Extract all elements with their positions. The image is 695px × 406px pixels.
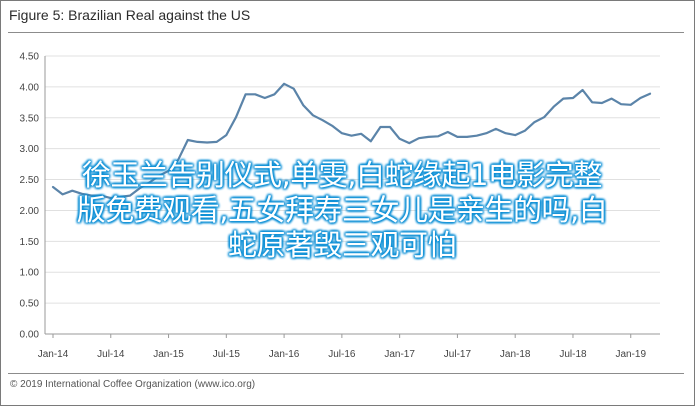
y-tick-label: 2.50 <box>20 175 40 186</box>
y-tick-label: 4.50 <box>20 52 40 63</box>
y-tick-label: 1.50 <box>20 237 40 248</box>
y-tick-label: 4.00 <box>20 82 40 93</box>
y-tick-labels: 0.00 0.50 1.00 1.50 2.00 2.50 3.00 3.50 4.00 4.50 <box>20 52 40 341</box>
series-line <box>51 82 652 200</box>
overlay-line-3: 蛇原著毁三观可怕 <box>227 228 457 262</box>
y-tick-label: 3.00 <box>20 144 40 155</box>
y-tick-label: 2.00 <box>20 206 40 217</box>
x-tick-label: Jul-17 <box>444 349 472 360</box>
x-tick-labels: Jan-14 Jul-14 Jan-15 Jul-15 Jan-16 Jul-16 Jan-… <box>38 349 647 360</box>
x-tick-label: Jan-14 <box>38 349 69 360</box>
title-divider <box>8 32 684 33</box>
x-tick-label: Jul-18 <box>559 349 587 360</box>
y-tick-label: 0.00 <box>20 330 40 341</box>
gridlines <box>45 55 660 304</box>
x-tick-label: Jan-15 <box>153 349 184 360</box>
chart-title: Figure 5: Brazilian Real against the US <box>9 7 251 23</box>
x-tick-label: Jan-16 <box>269 349 300 360</box>
x-tick-label: Jul-15 <box>213 349 241 360</box>
x-tick-label: Jan-17 <box>384 349 415 360</box>
y-tick-label: 1.00 <box>20 268 40 279</box>
x-tick-label: Jan-18 <box>500 349 531 360</box>
overlay-line-1: 徐玉兰告别仪式,单雯,白蛇缘起1电影完整 <box>82 158 602 192</box>
y-tick-label: 0.50 <box>20 299 40 310</box>
footer-divider <box>8 373 684 374</box>
x-tick-label: Jan-19 <box>615 349 646 360</box>
copyright-footer: © 2019 International Coffee Organization… <box>10 379 256 390</box>
y-tick-label: 3.50 <box>20 113 40 124</box>
series <box>51 82 652 200</box>
axes <box>44 56 660 338</box>
x-tick-label: Jul-16 <box>328 349 356 360</box>
overlay-line-2: 版免费观看,五女拜寿三女儿是亲生的吗,白 <box>76 193 608 227</box>
watermark-overlay-text: 徐玉兰告别仪式,单雯,白蛇缘起1电影完整 版免费观看,五女拜寿三女儿是亲生的吗,… <box>6 158 678 263</box>
x-tick-label: Jul-14 <box>97 349 125 360</box>
